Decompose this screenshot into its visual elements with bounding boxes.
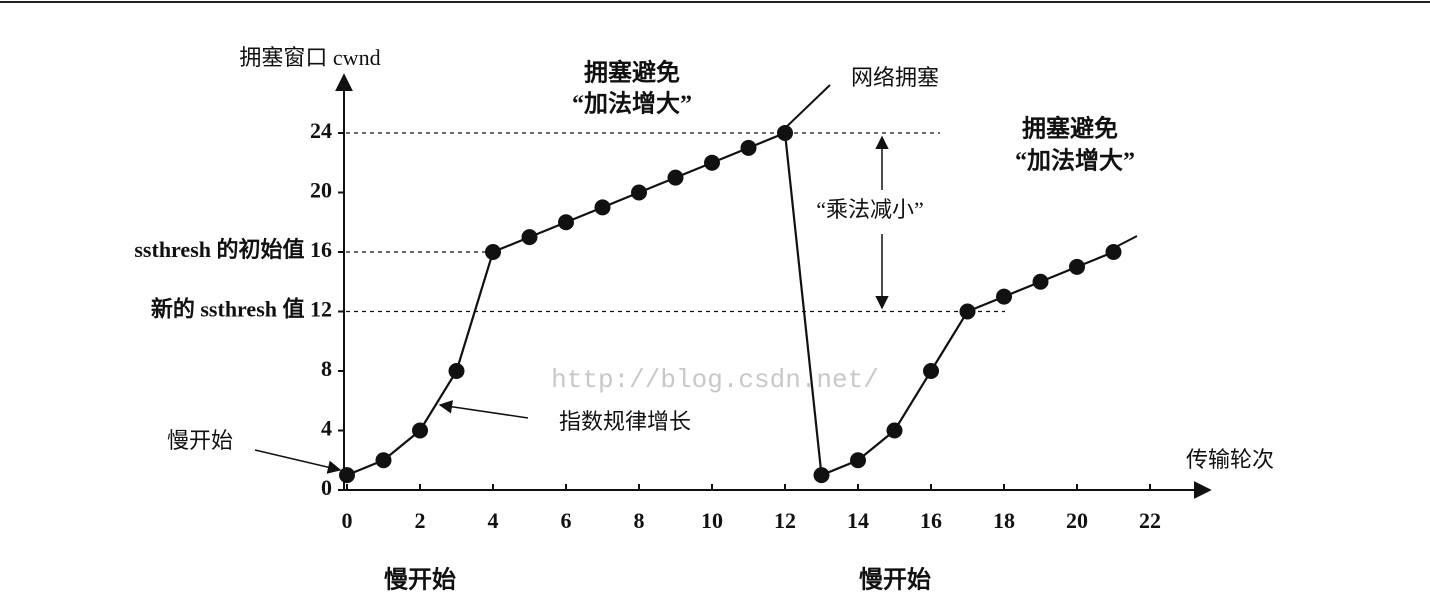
x-tick-label: 8 — [634, 508, 645, 533]
annotation: 慢开始 — [384, 566, 456, 594]
y-tick-label: ssthresh 的初始值 16 — [134, 237, 332, 262]
data-point — [485, 244, 501, 260]
y-axis-label: 拥塞窗口 cwnd — [239, 45, 380, 70]
x-tick-label: 14 — [847, 508, 869, 533]
data-point — [667, 169, 684, 186]
annotation: 拥塞避免 — [1022, 115, 1118, 143]
data-point — [740, 139, 757, 156]
annotation-arrow — [438, 400, 529, 419]
data-point — [1105, 244, 1122, 260]
data-point — [1069, 258, 1085, 275]
x-tick-label: 16 — [920, 508, 942, 533]
data-point — [923, 363, 939, 379]
data-point — [1032, 273, 1049, 290]
x-tick-label: 0 — [342, 508, 353, 533]
y-tick-label: 4 — [321, 416, 332, 441]
data-point — [631, 184, 647, 201]
annotation: “乘法减小” — [816, 197, 924, 222]
annotation: 慢开始 — [167, 428, 233, 453]
data-point — [558, 214, 574, 231]
annotation: 网络拥塞 — [851, 65, 939, 90]
data-point — [448, 363, 465, 379]
x-tick-label: 22 — [1139, 508, 1161, 533]
data-point — [375, 452, 392, 469]
data-point — [704, 154, 720, 171]
data-point — [339, 467, 355, 484]
annotation: “加法增大” — [1015, 147, 1135, 175]
annotation: 慢开始 — [859, 566, 931, 594]
x-axis-label: 传输轮次 — [1186, 447, 1274, 472]
data-point — [996, 288, 1012, 305]
x-tick-label: 18 — [993, 508, 1015, 533]
x-tick-label: 10 — [701, 508, 723, 533]
data-point — [959, 303, 976, 320]
x-tick-label: 20 — [1066, 508, 1088, 533]
y-tick-label: 0 — [321, 475, 332, 500]
watermark: http://blog.csdn.net/ — [551, 365, 879, 395]
annotation: 拥塞避免 — [584, 59, 680, 87]
y-tick-label: 20 — [310, 178, 332, 203]
data-point — [412, 422, 428, 439]
data-line — [346, 131, 1114, 477]
x-tick-label: 6 — [561, 508, 572, 533]
x-tick-label: 2 — [415, 508, 426, 533]
annotation-arrow — [254, 449, 342, 474]
data-point — [521, 229, 538, 246]
data-point — [850, 452, 866, 469]
x-tick-label: 12 — [774, 508, 796, 533]
annotation-line — [779, 84, 831, 134]
x-tick-label: 4 — [488, 508, 499, 533]
y-tick-label: 新的 ssthresh 值 12 — [151, 297, 332, 322]
data-point — [594, 199, 611, 216]
y-tick-label: 8 — [321, 356, 332, 381]
data-point — [886, 422, 903, 439]
y-tick-label: 24 — [310, 118, 332, 143]
annotation: 指数规律增长 — [559, 409, 691, 434]
annotation: “加法增大” — [572, 90, 692, 118]
data-point — [777, 125, 793, 141]
data-point — [813, 467, 830, 484]
